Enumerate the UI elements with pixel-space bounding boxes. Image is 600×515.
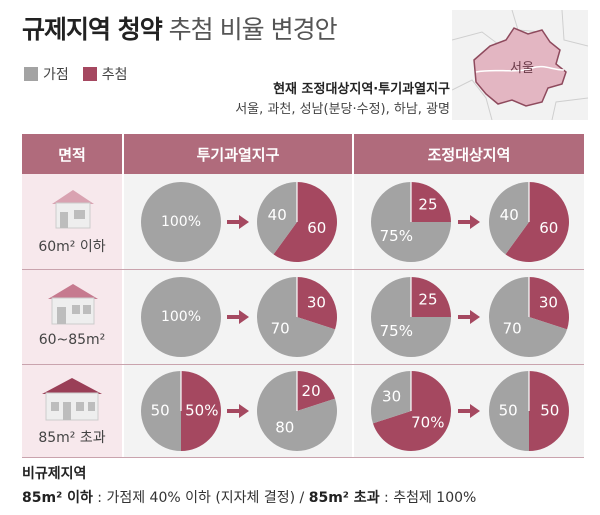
pie-chart-spec-after-row3: 80 20 [257,371,337,451]
pie-slice-point [489,371,529,451]
size-label-row1: 60m² 이하 [38,239,106,255]
pie-label-point: 40 [268,206,287,224]
pie-slice-lottery [273,182,337,262]
pie-slice-point [257,277,336,357]
footer-bold-2: 85m² 초과 [308,490,380,506]
pie-chart-spec-before-row1: 100% [141,182,221,262]
pie-slice-lottery [411,277,451,317]
pie-label-lottery: 60 [539,219,558,237]
pie-label-lottery: 30 [307,293,326,311]
map-label: 서울 [510,61,534,76]
pie-label-point: 75% [380,227,413,245]
page-title: 규제지역 청약 추첨 비율 변경안 [22,10,338,46]
current-regions-note: 현재 조정대상지역·투기과열지구 서울, 과천, 성남(분당·수정), 하남, … [235,80,450,120]
size-label-row3: 85m² 초과 [38,430,106,446]
pie-label-point: 30 [382,387,401,405]
pie-slice-lottery [297,277,337,330]
legend-label-lottery: 추첨 [101,67,128,83]
pie-label-lottery: 70% [411,414,444,432]
current-regions-list: 서울, 과천, 성남(분당·수정), 하남, 광명 [235,102,450,117]
pie-slice-point [489,277,568,357]
pie-slice-point [489,182,529,255]
pie-slice-lottery [181,371,221,451]
pie-label-lottery: 50 [540,402,559,420]
house-icon-medium [48,284,98,325]
pie-slice-lottery [529,277,569,330]
pie-slice-point [141,277,221,357]
header-speculation: 투기과열지구 [124,134,352,174]
pie-slice-lottery [372,371,451,451]
arrow-right-icon [458,310,480,324]
pie-chart-adj-before-row3: 30 70% [371,371,451,451]
header-adjustment: 조정대상지역 [354,134,584,174]
row-divider [22,457,584,458]
pie-label-point: 40 [500,206,519,224]
legend: 가점 추첨 [24,64,142,84]
row-divider [22,269,584,270]
pie-slice-lottery [505,182,569,262]
title-light: 추첨 비율 변경안 [168,15,338,44]
pie-label-point: 75% [380,322,413,340]
pie-chart-spec-before-row3: 50 50% [141,371,221,451]
current-regions-heading: 현재 조정대상지역·투기과열지구 [273,82,450,97]
pie-label-lottery: 25 [418,196,437,214]
arrow-right-icon [458,215,480,229]
legend-swatch-point [24,67,38,81]
legend-swatch-lottery [82,67,97,81]
pie-label-point: 70 [503,320,522,338]
footer: 비규제지역 85m² 이하 : 가점제 40% 이하 (지자체 결정) / 85… [22,462,476,510]
pie-chart-spec-after-row2: 70 30 [257,277,337,357]
pie-slice-lottery [411,182,451,222]
pie-label-point: 50 [499,402,518,420]
pie-slice-lottery [297,371,336,411]
pie-label-point: 100% [161,309,201,325]
pie-label-lottery: 60 [307,219,326,237]
pie-label-point: 70 [271,320,290,338]
legend-item-lottery: 추첨 [82,64,128,84]
arrow-right-icon [227,215,249,229]
legend-label-point: 가점 [43,67,69,83]
arrow-right-icon [227,310,249,324]
pie-chart-adj-before-row1: 75% 25 [371,182,451,262]
pie-chart-adj-before-row2: 75% 25 [371,277,451,357]
pie-slice-point [141,182,221,262]
pie-chart-adj-after-row2: 70 30 [489,277,569,357]
footer-heading: 비규제지역 [22,466,87,482]
footer-text-2: : 추첨제 100% [379,490,477,506]
house-icon-large [42,378,102,421]
header-size: 면적 [22,134,122,174]
arrow-right-icon [458,404,480,418]
footer-line: 85m² 이하 : 가점제 40% 이하 (지자체 결정) / 85m² 초과 … [22,486,476,510]
pie-chart-spec-after-row1: 40 60 [257,182,337,262]
pie-slice-lottery [529,371,569,451]
pie-slice-point [257,182,297,255]
pie-label-lottery: 25 [418,291,437,309]
pie-label-point: 50 [151,402,170,420]
pie-label-lottery: 20 [302,382,321,400]
size-label-row2: 60~85m² [38,332,106,348]
pie-label-point: 80 [275,418,294,436]
row-divider [22,364,584,365]
footer-bold-1: 85m² 이하 [22,490,93,506]
pie-label-lottery: 30 [539,293,558,311]
pie-chart-spec-before-row2: 100% [141,277,221,357]
house-icon-small [52,190,94,229]
pie-chart-adj-after-row1: 40 60 [489,182,569,262]
pie-label-point: 100% [161,214,201,230]
footer-text-1: : 가점제 40% 이하 (지자체 결정) / [92,490,309,506]
title-bold: 규제지역 청약 [22,15,163,44]
pie-label-lottery: 50% [185,402,218,420]
seoul-map: 서울 [452,10,588,120]
arrow-right-icon [227,404,249,418]
pie-chart-adj-after-row3: 50 50 [489,371,569,451]
pie-slice-point [371,371,411,424]
legend-item-point: 가점 [24,64,69,84]
pie-slice-point [141,371,181,451]
ratio-table: 면적 투기과열지구 조정대상지역 60m² 이하 60~85m² 85m² 초과… [22,134,584,458]
